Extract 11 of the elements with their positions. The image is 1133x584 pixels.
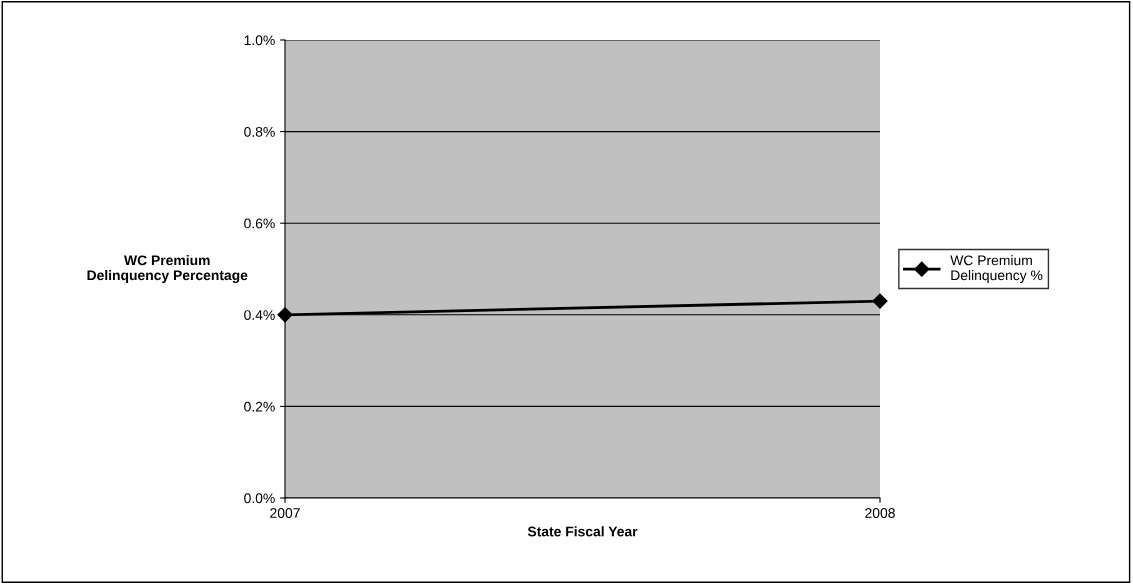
y-tick-label: 0.8% (244, 126, 275, 137)
y-tick-label: 0.2% (244, 401, 275, 412)
y-axis-title: WC Premium Delinquency Percentage (87, 255, 248, 283)
y-tick-label: 1.0% (244, 35, 275, 46)
y-tick-label: 0.4% (244, 310, 275, 320)
x-tick-label: 2008 (865, 508, 895, 518)
legend-label: WC Premium Delinquency % (950, 255, 1043, 283)
y-tick-label: 0.0% (244, 493, 275, 504)
y-tick-label: 0.6% (244, 218, 275, 229)
x-tick-label: 2007 (270, 508, 300, 518)
x-axis-title: State Fiscal Year (527, 526, 638, 537)
